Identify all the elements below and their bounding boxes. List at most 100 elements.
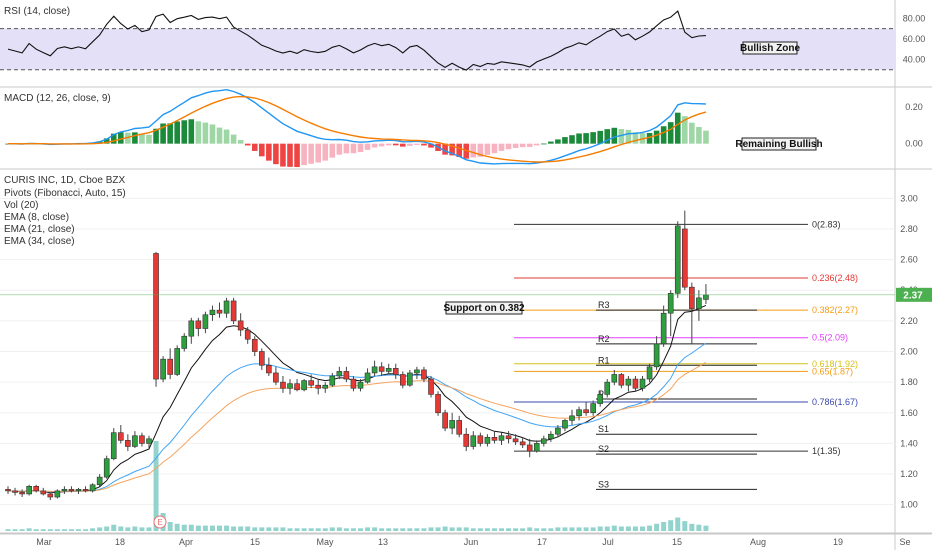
x-axis: Mar 18 Apr 15 May 13 Jun 17 Jul 15 Aug 19 Se — [36, 537, 910, 547]
candle-body — [519, 441, 526, 446]
price-legend: CURIS INC, 1D, Cboe BZX Pivots (Fibonacc… — [4, 175, 126, 247]
x-axis-tick-label: 19 — [833, 537, 843, 547]
volume-bar — [618, 526, 624, 531]
fib-level-label: 0(2.83) — [812, 219, 841, 229]
macd-histogram-bar — [597, 130, 603, 144]
macd-tick-label: 0.00 — [905, 139, 923, 149]
macd-histogram-bar — [519, 143, 526, 148]
volume-bar — [33, 529, 39, 531]
candle-body — [590, 403, 596, 414]
volume-bar — [266, 527, 272, 531]
macd-histogram-bar — [533, 143, 540, 146]
legend-volume[interactable]: Vol (20) — [4, 200, 38, 211]
volume-bar — [555, 527, 561, 531]
macd-histogram-bar — [491, 143, 498, 154]
macd-histogram-bar — [280, 143, 286, 167]
rsi-line — [7, 10, 706, 71]
candle-body — [674, 225, 681, 294]
volume-bar — [19, 529, 25, 531]
candle-body — [118, 432, 124, 441]
x-axis-tick-label: Aug — [750, 537, 766, 547]
volume-bar — [336, 527, 342, 531]
volume-bar — [308, 528, 314, 531]
fib-level-label: 0.5(2.09) — [812, 333, 848, 343]
price-tick-label: 1.80 — [900, 377, 918, 387]
macd-histogram-bar — [667, 122, 674, 144]
candle-body — [82, 489, 89, 492]
candle-body — [89, 484, 96, 492]
volume-bar — [484, 528, 490, 531]
macd-histogram-bar — [153, 128, 159, 144]
volume-bar — [188, 524, 194, 531]
macd-histogram-bar — [287, 143, 293, 167]
macd-annotation-text: Remaining Bullish — [735, 139, 822, 150]
volume-bar — [435, 527, 441, 531]
price-tick-label: 1.40 — [900, 438, 918, 448]
macd-histogram-bar — [526, 143, 533, 147]
volume-bar — [301, 528, 307, 531]
candle-body — [167, 358, 173, 375]
candle-body — [498, 435, 505, 441]
volume-bar — [104, 526, 110, 531]
macd-histogram-bar — [569, 135, 575, 144]
candle-body — [449, 420, 455, 429]
volume-bar — [421, 528, 427, 531]
legend-ema8[interactable]: EMA (8, close) — [4, 212, 69, 223]
x-axis-tick-label: May — [316, 537, 334, 547]
price-tick-label: 2.00 — [900, 347, 918, 357]
signal-line — [8, 95, 707, 163]
pivot-level-label: S1 — [598, 424, 609, 434]
candle-body — [139, 435, 145, 444]
macd-histogram-bar — [195, 121, 202, 144]
legend-pivots[interactable]: Pivots (Fibonacci, Auto, 15) — [4, 188, 126, 199]
macd-histogram-bar — [477, 143, 484, 157]
rsi-tick-label: 60.00 — [903, 34, 926, 44]
candle-body — [632, 378, 639, 389]
candle-body — [371, 366, 378, 374]
x-axis-tick-label: 18 — [115, 537, 125, 547]
price-tick-label: 1.00 — [900, 500, 918, 510]
candle-body — [54, 490, 61, 498]
macd-histogram-bar — [294, 143, 300, 167]
volume-bar — [379, 528, 385, 531]
support-annotation-box — [445, 301, 523, 315]
volume-bar — [202, 525, 208, 531]
volume-bar — [590, 527, 596, 531]
macd-histogram-bar — [188, 119, 195, 144]
candle-body — [343, 371, 350, 380]
legend-ema21[interactable]: EMA (21, close) — [4, 224, 75, 235]
volume-bar — [513, 528, 519, 531]
volume-bar — [548, 528, 554, 531]
volume-bar — [562, 527, 568, 531]
legend-symbol[interactable]: CURIS INC, 1D, Cboe BZX — [4, 175, 125, 186]
volume-bar — [245, 526, 251, 531]
volume-bar — [167, 522, 173, 531]
candle-body — [174, 348, 180, 375]
candle-body — [181, 335, 188, 349]
price-pane: E 0(2.83) 0.236(2.48) 0.382(2.27) 0.5(2.09) 0… — [0, 197, 895, 531]
volume-bar — [111, 524, 117, 531]
candle-body — [611, 374, 618, 383]
price-tick-label: 2.80 — [900, 224, 918, 234]
candle-body — [646, 366, 653, 380]
candle-body — [336, 371, 343, 377]
candle-body — [526, 444, 533, 452]
macd-histogram-bar — [421, 143, 427, 146]
fib-level-label: 0.618(1.92) — [812, 359, 858, 369]
pivot-level-label: S2 — [598, 444, 609, 454]
candle-body — [315, 384, 322, 389]
macd-histogram-bar — [378, 143, 385, 147]
volume-bar — [534, 528, 540, 531]
fib-level-label: 1(1.35) — [812, 446, 841, 456]
candle-body — [681, 228, 688, 288]
x-axis-tick-label: Apr — [179, 537, 193, 547]
macd-histogram-bar — [484, 143, 491, 155]
macd-histogram-bar — [139, 133, 145, 144]
macd-histogram-bar — [682, 116, 688, 144]
volume-bar — [287, 528, 293, 531]
macd-histogram-bar — [301, 143, 307, 166]
candle-body — [244, 329, 251, 340]
legend-ema34[interactable]: EMA (34, close) — [4, 236, 75, 247]
